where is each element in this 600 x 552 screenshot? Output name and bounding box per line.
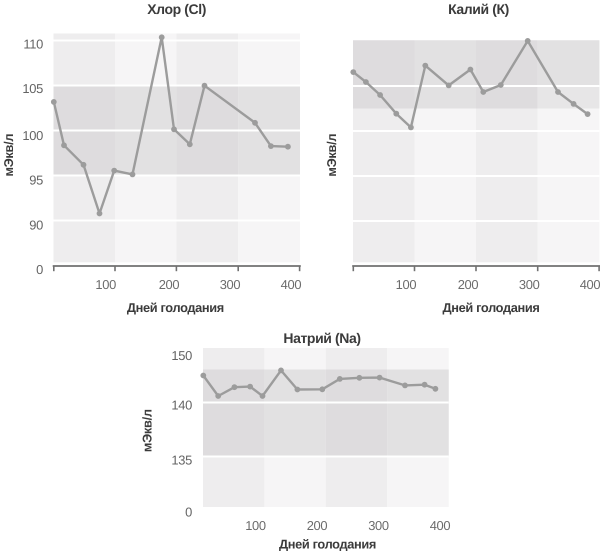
svg-text:100: 100 (396, 277, 417, 292)
svg-text:Хлор (Cl): Хлор (Cl) (147, 1, 206, 17)
svg-text:150: 150 (171, 348, 192, 363)
svg-text:90: 90 (29, 217, 43, 232)
svg-text:140: 140 (171, 398, 192, 413)
svg-text:Натрий (Na): Натрий (Na) (283, 330, 360, 346)
svg-text:200: 200 (159, 277, 180, 292)
svg-text:400: 400 (580, 277, 600, 292)
svg-text:400: 400 (281, 277, 302, 292)
svg-text:100: 100 (245, 518, 266, 533)
svg-text:Дней голодания: Дней голодания (127, 300, 224, 315)
svg-text:300: 300 (368, 518, 389, 533)
svg-text:0: 0 (185, 505, 192, 520)
svg-text:Калий (К): Калий (К) (448, 1, 509, 17)
svg-text:мЭкв/л: мЭкв/л (1, 134, 16, 177)
svg-text:300: 300 (519, 277, 540, 292)
svg-text:0: 0 (36, 262, 43, 277)
svg-text:400: 400 (430, 518, 451, 533)
svg-text:Дней голодания: Дней голодания (279, 537, 376, 552)
svg-text:300: 300 (220, 277, 241, 292)
svg-text:мЭкв/л: мЭкв/л (139, 409, 154, 452)
svg-text:100: 100 (22, 128, 43, 143)
svg-text:135: 135 (171, 452, 192, 467)
svg-text:95: 95 (29, 172, 43, 187)
svg-text:200: 200 (458, 277, 479, 292)
svg-text:мЭкв/л: мЭкв/л (324, 134, 339, 177)
svg-text:200: 200 (307, 518, 328, 533)
svg-text:110: 110 (23, 37, 43, 52)
svg-text:Дней голодания: Дней голодания (442, 300, 539, 315)
svg-text:100: 100 (95, 277, 116, 292)
svg-text:105: 105 (22, 81, 43, 96)
